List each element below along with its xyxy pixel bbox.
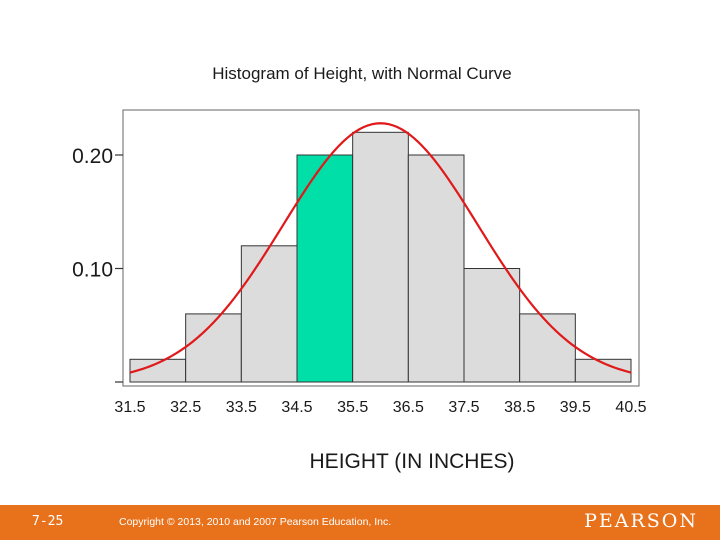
y-tick-label: 0.20 [72,145,113,168]
x-tick-label: 34.5 [281,399,312,416]
bar-37.5-38.5 [463,268,521,383]
copyright-text: Copyright © 2013, 2010 and 2007 Pearson … [119,516,392,528]
chart-title: Histogram of Height, with Normal Curve [212,64,512,83]
bar-32.5-33.5 [185,313,242,383]
x-tick-label: 39.5 [560,399,591,416]
x-tick-label: 33.5 [226,399,257,416]
pearson-logo: PEARSON [584,510,698,532]
x-tick-label: 32.5 [170,399,201,416]
bar-38.5-39.5 [519,313,576,383]
normal-curve [129,122,632,374]
x-tick-label: 36.5 [393,399,424,416]
x-axis-label: HEIGHT (IN INCHES) [309,450,515,473]
slide-number: 7-25 [32,514,64,529]
x-tick-label: 37.5 [448,399,479,416]
y-tick-label: 0.10 [72,259,113,282]
x-tick-label: 35.5 [337,399,368,416]
bar-36.5-37.5 [407,154,465,383]
x-tick-label: 38.5 [504,399,535,416]
x-tick-label: 40.5 [615,399,646,416]
histogram-chart: 0.10 0.20 31.5 32.5 33.5 34.5 35.5 36.5 37.5 38.5… [72,109,647,416]
bar-35.5-36.5 [352,131,409,383]
bar-33.5-34.5 [240,245,298,383]
x-tick-label: 31.5 [114,399,145,416]
bar-39.5-40.5 [574,358,632,383]
footer-bar: 7-25 Copyright © 2013, 2010 and 2007 Pea… [0,505,720,540]
